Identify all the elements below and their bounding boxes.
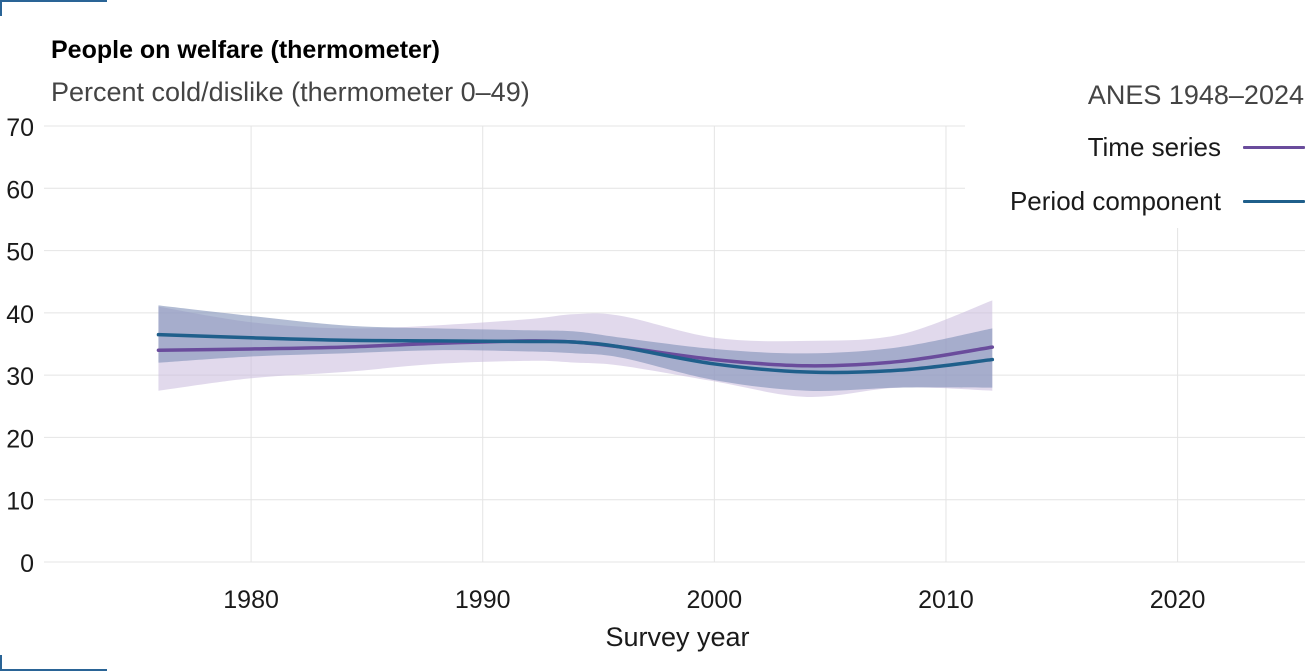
chart-source: ANES 1948–2024 bbox=[1087, 80, 1304, 110]
x-tick-label: 2010 bbox=[918, 586, 974, 614]
series-line-period-component bbox=[156, 332, 995, 375]
y-tick-label: 40 bbox=[6, 301, 34, 329]
x-tick-label: 1990 bbox=[455, 586, 511, 614]
legend-label: Period component bbox=[1009, 185, 1221, 216]
y-tick-label: 50 bbox=[6, 239, 34, 267]
frame-corner-bottom-left bbox=[0, 655, 107, 671]
legend-item-period-component: Period component bbox=[1010, 182, 1305, 220]
chart-title: People on welfare (thermometer) bbox=[51, 36, 440, 64]
legend-swatch bbox=[1243, 199, 1305, 203]
legend: Time series Period component bbox=[1010, 128, 1305, 236]
y-tick-label: 10 bbox=[6, 488, 34, 516]
x-tick-label: 1980 bbox=[223, 586, 279, 614]
x-tick-label: 2020 bbox=[1150, 586, 1206, 614]
legend-label: Time series bbox=[1087, 131, 1221, 162]
frame-corner-top-left bbox=[0, 0, 107, 16]
legend-item-time-series: Time series bbox=[1010, 128, 1305, 166]
y-tick-label: 20 bbox=[6, 425, 34, 453]
x-tick-label: 2000 bbox=[687, 586, 743, 614]
y-tick-label: 70 bbox=[6, 114, 34, 142]
x-axis-label: Survey year bbox=[605, 622, 750, 652]
chart-subtitle: Percent cold/dislike (thermometer 0–49) bbox=[51, 77, 530, 107]
legend-swatch bbox=[1243, 145, 1305, 149]
y-tick-label: 30 bbox=[6, 363, 34, 391]
y-tick-label: 0 bbox=[20, 550, 34, 578]
y-tick-label: 60 bbox=[6, 176, 34, 204]
